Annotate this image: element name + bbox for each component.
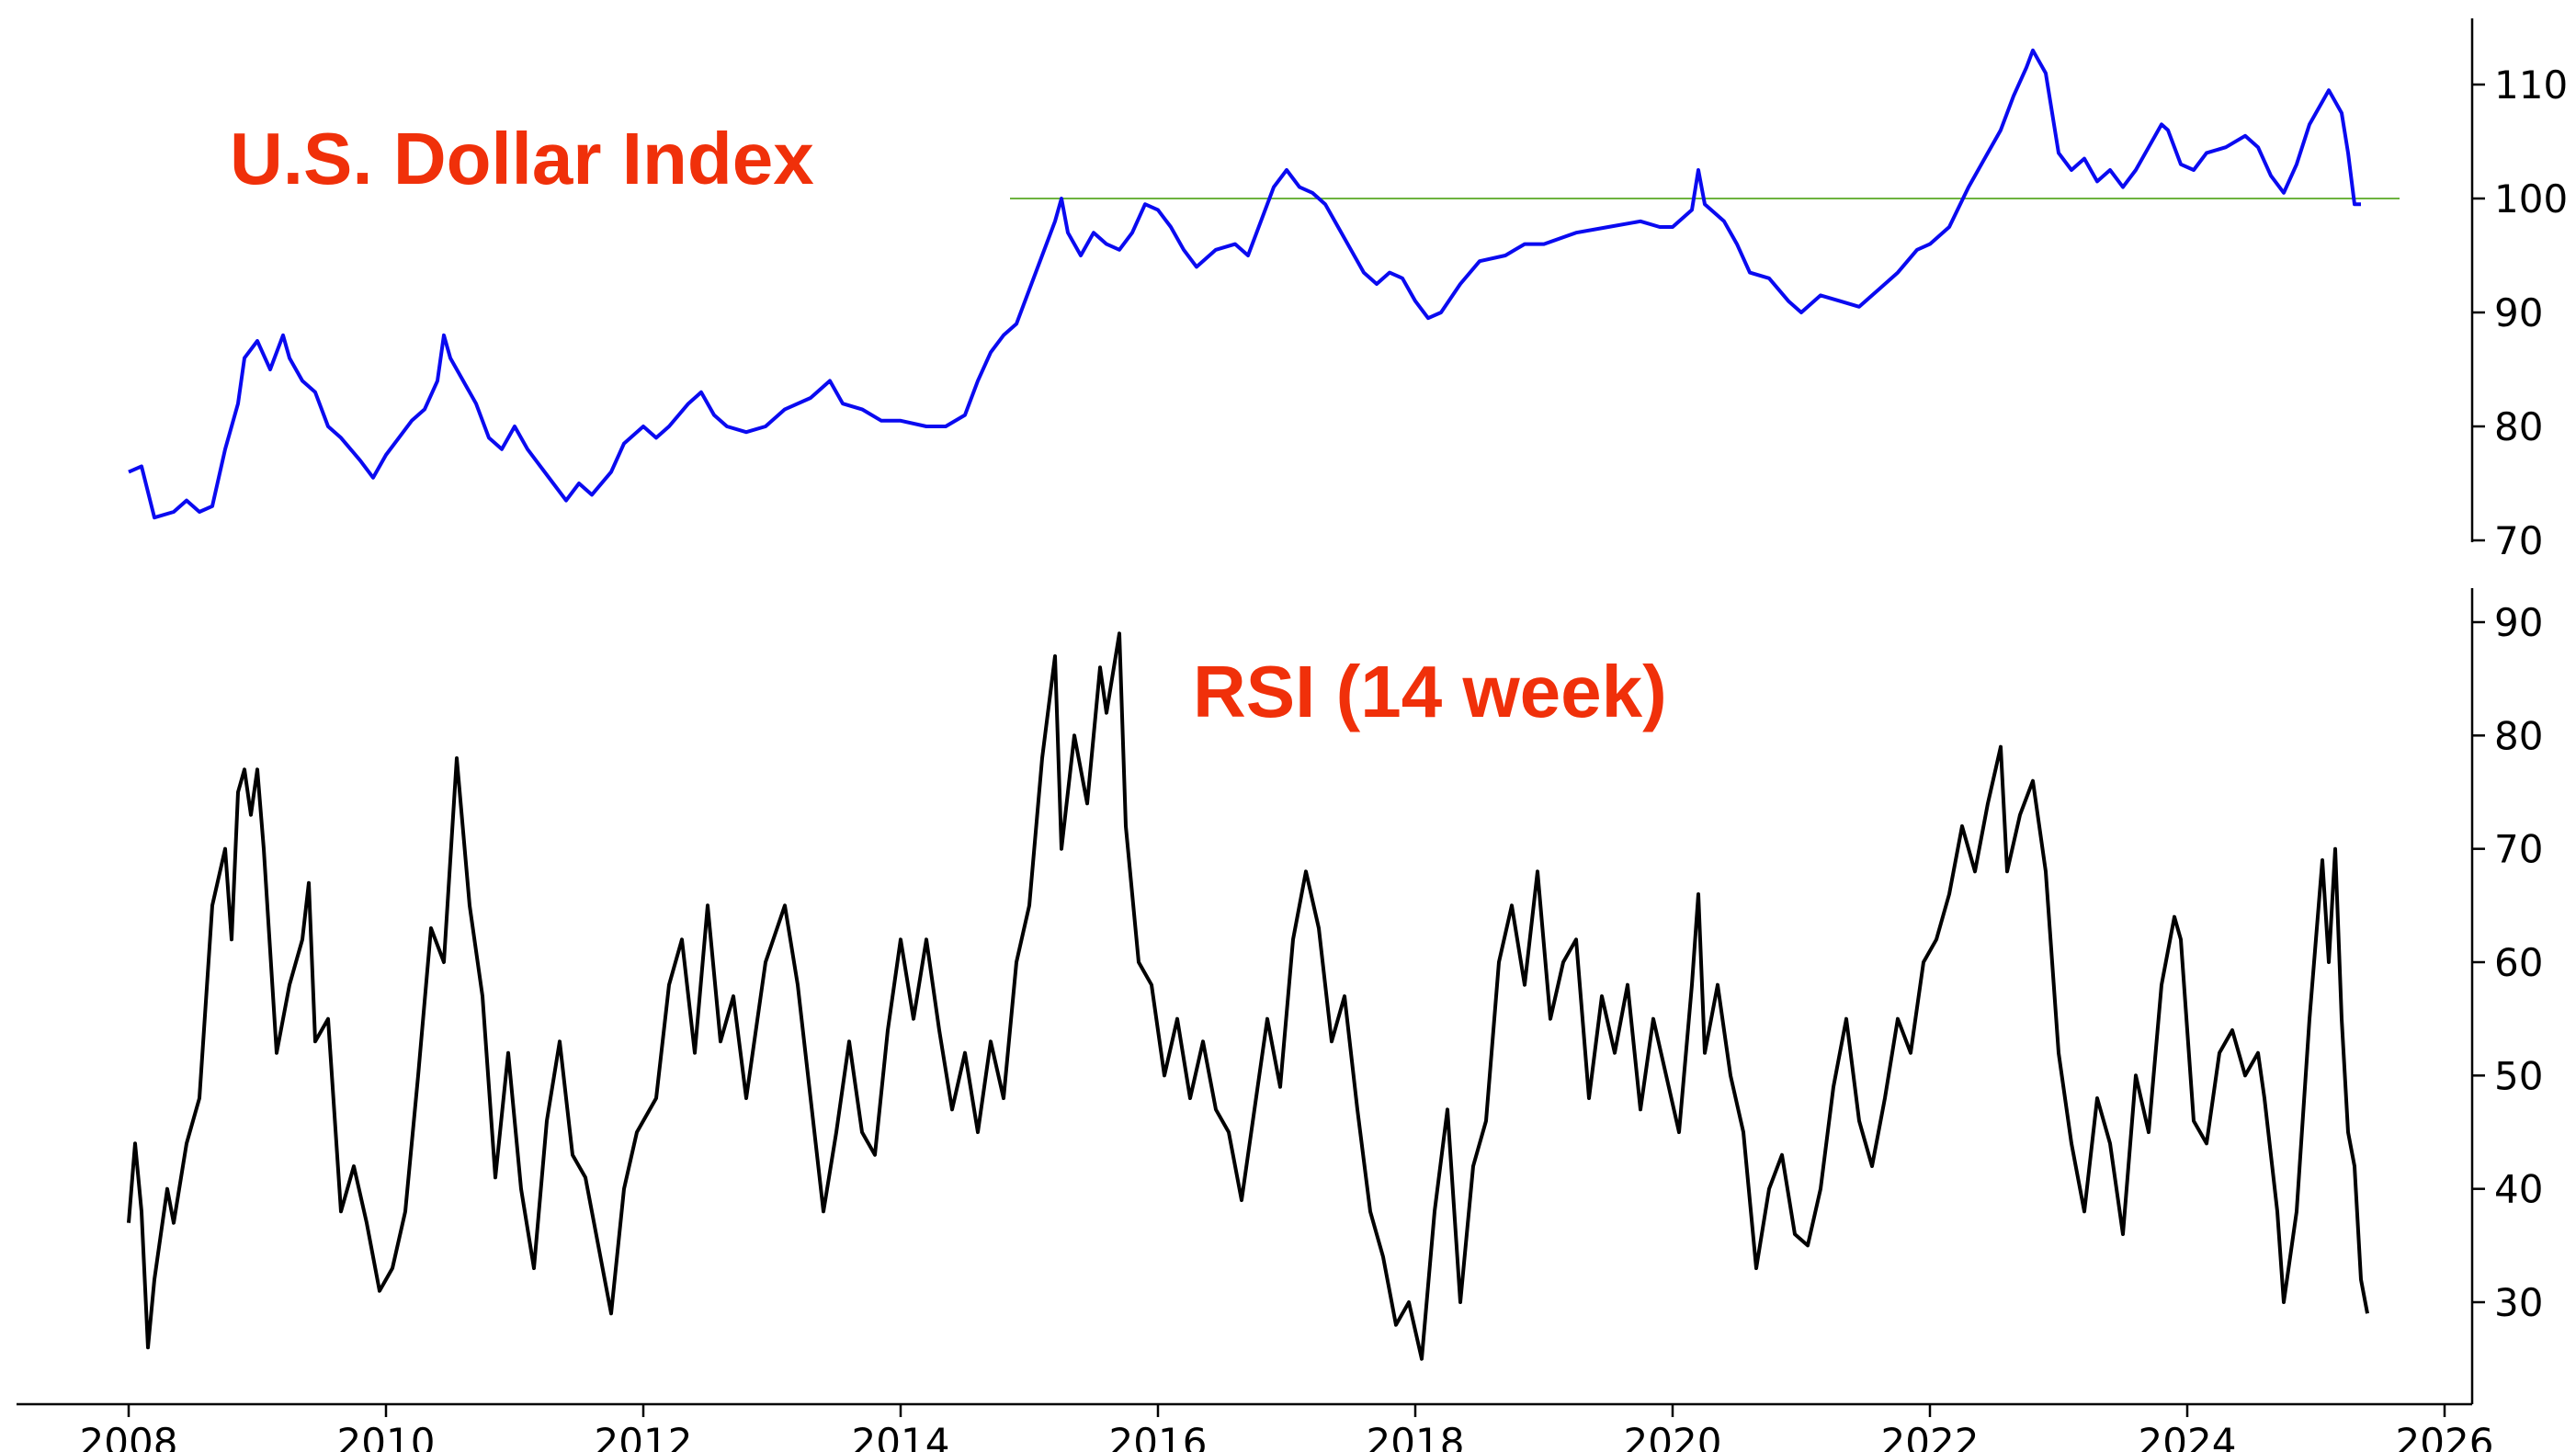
x-tick-label: 2014: [852, 1420, 950, 1452]
rsi-y-tick-label: 60: [2494, 940, 2543, 985]
rsi-series-line: [127, 631, 2369, 1361]
dxy-y-tick-label: 70: [2494, 518, 2543, 563]
dxy-series-line: [128, 48, 2361, 520]
rsi-y-tick-label: 30: [2494, 1280, 2543, 1325]
x-tick-label: 2026: [2396, 1420, 2494, 1452]
rsi-y-tick-label: 40: [2494, 1167, 2543, 1212]
x-tick-label: 2024: [2139, 1420, 2237, 1452]
dxy-y-tick-label: 110: [2494, 62, 2568, 108]
rsi-y-tick-label: 80: [2494, 713, 2543, 758]
dxy-panel: 70 80 90 100 110 U.S. Dollar Index: [128, 18, 2568, 563]
rsi-y-ticks: 30 40 50 60 70 80 90: [2472, 600, 2543, 1325]
dxy-y-ticks: 70 80 90 100 110: [2472, 62, 2568, 563]
x-tick-label: 2018: [1367, 1420, 1465, 1452]
x-tick-label: 2012: [595, 1420, 693, 1452]
dxy-y-tick-label: 80: [2494, 404, 2543, 449]
rsi-y-tick-label: 90: [2494, 600, 2543, 645]
dxy-y-tick-label: 100: [2494, 176, 2568, 221]
x-axis-ticks: 2008 2010 2012 2014 2016 2018 2020 2022 2024 2026: [80, 1404, 2494, 1452]
x-tick-label: 2020: [1624, 1420, 1722, 1452]
rsi-chart-title: RSI (14 week): [1193, 651, 1667, 732]
x-tick-label: 2010: [337, 1420, 436, 1452]
x-tick-label: 2008: [80, 1420, 178, 1452]
rsi-y-tick-label: 70: [2494, 827, 2543, 872]
rsi-y-tick-label: 50: [2494, 1053, 2543, 1098]
x-tick-label: 2022: [1881, 1420, 1980, 1452]
dxy-chart-title: U.S. Dollar Index: [230, 118, 814, 199]
dxy-y-tick-label: 90: [2494, 290, 2543, 335]
x-tick-label: 2016: [1109, 1420, 1208, 1452]
